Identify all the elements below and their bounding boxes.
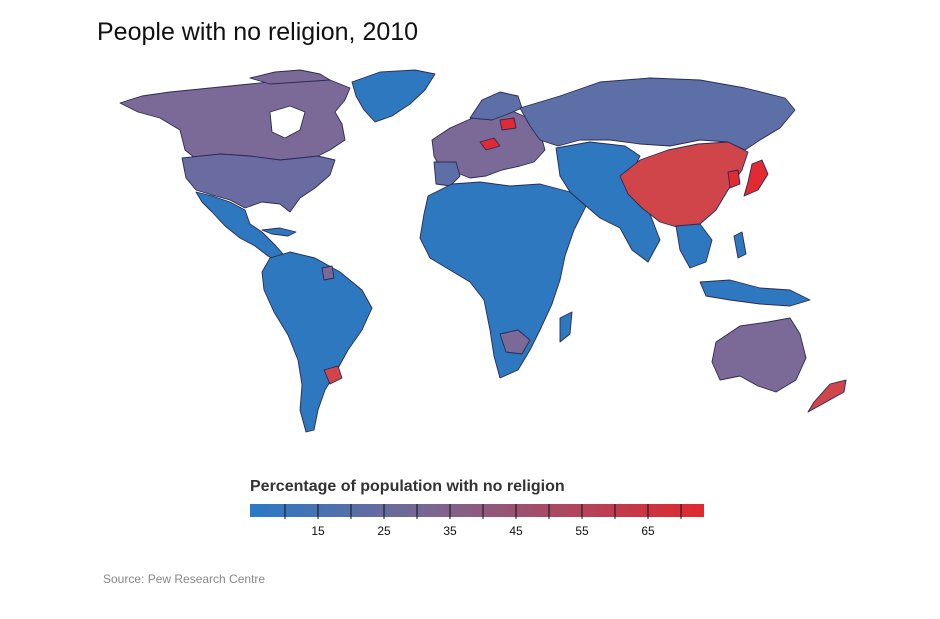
southeast-asia-region[interactable] [675, 223, 713, 269]
legend-color-bar [250, 504, 704, 517]
usa-region[interactable] [181, 153, 336, 213]
madagascar-region[interactable] [559, 311, 573, 343]
legend-tick-label: 65 [641, 524, 655, 538]
southern-africa-tint [499, 329, 531, 355]
japan-region[interactable] [743, 159, 769, 197]
central-south-asia-region[interactable] [555, 141, 661, 263]
hudson-bay [269, 105, 306, 139]
greenland-region[interactable] [351, 69, 436, 123]
estonia-region[interactable] [499, 117, 517, 131]
legend-tick-label: 35 [443, 524, 457, 538]
australia-region[interactable] [711, 317, 807, 393]
korea-region[interactable] [727, 169, 741, 189]
indonesia-region[interactable] [699, 279, 811, 307]
china-region[interactable] [619, 141, 749, 229]
arctic-islands [249, 69, 331, 85]
russia-region[interactable] [519, 77, 796, 151]
new-zealand-region[interactable] [807, 379, 847, 413]
scandinavia-region[interactable] [469, 91, 523, 121]
legend-title: Percentage of population with no religio… [250, 478, 565, 495]
legend-tick-label: 55 [575, 524, 589, 538]
legend-tick-label: 25 [377, 524, 391, 538]
africa-middle-east-region[interactable] [419, 181, 587, 379]
uruguay-region[interactable] [323, 365, 343, 385]
world-map [119, 69, 847, 433]
canada-region[interactable] [119, 79, 351, 161]
iberia-region[interactable] [433, 161, 461, 187]
color-legend: 15 25 35 45 55 65 [250, 504, 704, 538]
south-america-region[interactable] [261, 251, 373, 433]
legend-tick-label: 15 [311, 524, 325, 538]
source-note: Source: Pew Research Centre [103, 572, 266, 586]
suriname-region[interactable] [321, 265, 335, 281]
legend-tick-label: 45 [509, 524, 523, 538]
czech-republic-region[interactable] [479, 137, 501, 151]
philippines-region [733, 231, 747, 259]
page-title: People with no religion, 2010 [97, 18, 419, 46]
caribbean-islands [261, 227, 297, 237]
